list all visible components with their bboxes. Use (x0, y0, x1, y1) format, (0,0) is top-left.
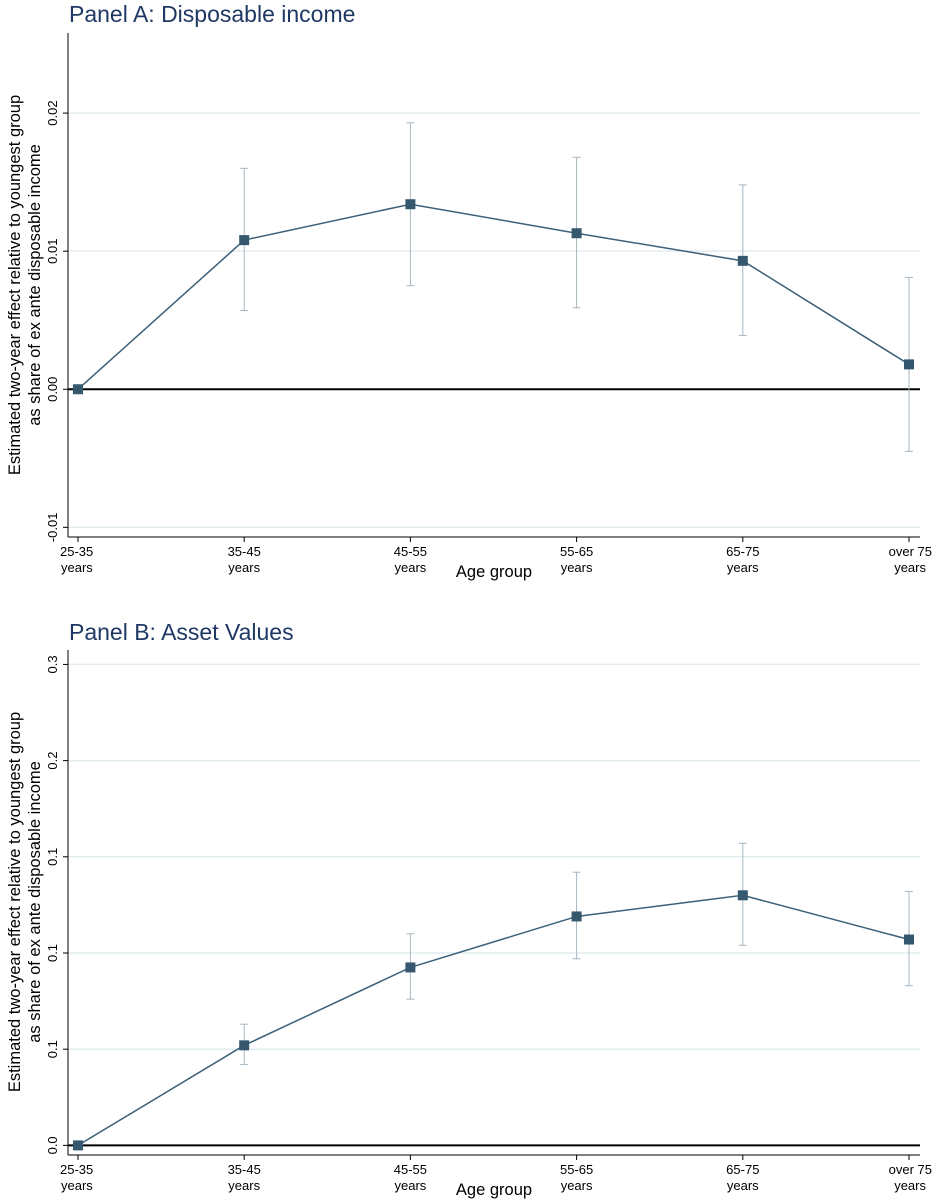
x-tick-label: years (561, 560, 593, 575)
x-tick-label: 65-75 (726, 1162, 759, 1177)
x-tick-label: 35-45 (228, 544, 261, 559)
x-tick-label: 65-75 (726, 544, 759, 559)
x-tick-label: years (894, 1178, 926, 1193)
y-tick-label: 0.1 (45, 944, 60, 962)
y-axis-label: as share of ex ante disposable income (26, 144, 44, 426)
chart-title: Panel A: Disposable income (69, 1, 355, 27)
data-point (239, 1040, 250, 1051)
x-tick-label: over 75 (889, 1162, 932, 1177)
y-tick-label: 0.1 (45, 1040, 60, 1058)
y-tick-label: 0.02 (45, 100, 60, 125)
x-tick-label: years (894, 560, 926, 575)
y-tick-label: 0.2 (45, 752, 60, 770)
x-tick-label: years (395, 560, 427, 575)
y-axis-label: Estimated two-year effect relative to yo… (6, 95, 24, 475)
x-tick-label: 45-55 (394, 544, 427, 559)
x-tick-label: years (727, 560, 759, 575)
y-tick-label: 0.00 (45, 377, 60, 402)
data-point (405, 962, 416, 973)
data-point (571, 911, 582, 922)
x-tick-label: years (228, 1178, 260, 1193)
data-point (73, 384, 83, 395)
series-line (77, 203, 910, 390)
x-tick-label: 25-35 (60, 1162, 93, 1177)
x-tick-label: years (727, 1178, 759, 1193)
data-point (737, 255, 748, 266)
y-tick-label: 0.1 (45, 848, 60, 866)
y-tick-label: -0.01 (45, 513, 60, 543)
data-point (737, 890, 748, 901)
y-tick-label: 0.01 (45, 239, 60, 264)
x-axis-label: Age group (456, 563, 532, 581)
data-point (239, 235, 250, 246)
y-axis-label: Estimated two-year effect relative to yo… (6, 712, 24, 1092)
panel-a: Panel A: Disposable income -0.01 0.00 0.01 0… (6, 1, 932, 581)
data-point (904, 359, 914, 370)
x-tick-label: years (561, 1178, 593, 1193)
x-tick-label: 55-65 (560, 544, 593, 559)
x-tick-label: years (228, 560, 260, 575)
data-point (571, 228, 582, 239)
y-tick-label: 0.3 (45, 655, 60, 673)
chart-title: Panel B: Asset Values (69, 619, 294, 645)
panel-b: Panel B: Asset Values 0.0 0.1 0.1 0.1 0.2 0.3 2… (6, 619, 932, 1199)
x-axis-label: Age group (456, 1181, 532, 1199)
x-tick-label: 25-35 (60, 544, 93, 559)
x-tick-label: years (61, 1178, 93, 1193)
data-point (904, 934, 914, 945)
series-line (77, 894, 910, 1147)
x-tick-label: 45-55 (394, 1162, 427, 1177)
data-point (405, 199, 416, 210)
x-tick-label: 55-65 (560, 1162, 593, 1177)
data-point (73, 1140, 83, 1151)
x-tick-label: 35-45 (228, 1162, 261, 1177)
x-tick-label: years (395, 1178, 427, 1193)
y-tick-label: 0.0 (45, 1136, 60, 1154)
y-axis-label: as share of ex ante disposable income (26, 761, 44, 1043)
x-tick-label: over 75 (889, 544, 932, 559)
x-tick-label: years (61, 560, 93, 575)
